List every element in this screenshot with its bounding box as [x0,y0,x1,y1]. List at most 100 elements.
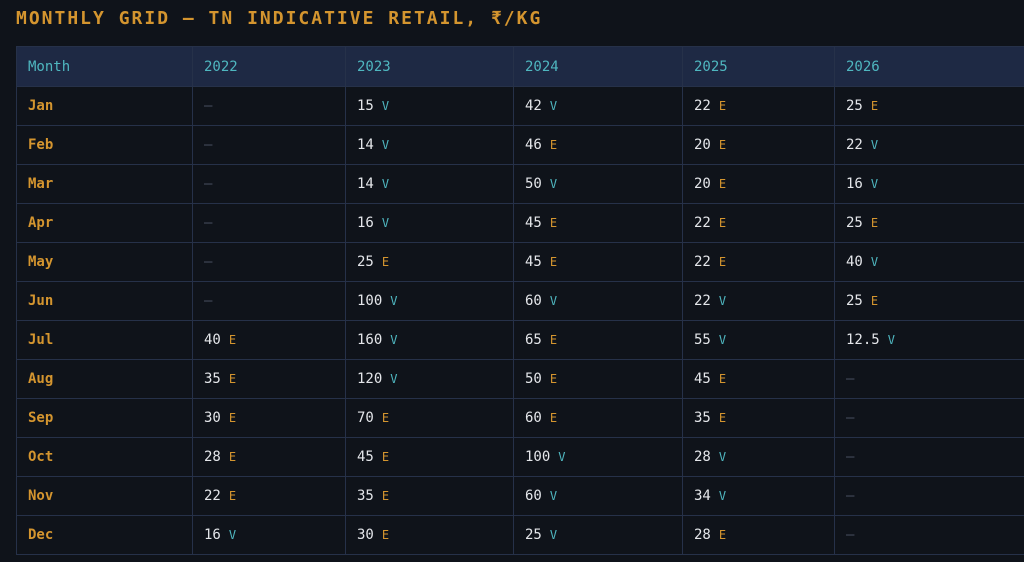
empty-cell: — [192,242,346,282]
price-value: 35 [357,488,374,504]
table-row: Nov 22 E 35 E 60 V 34 V — [16,476,1024,516]
price-flag: V [558,450,566,464]
price-cell: 20 E [682,164,835,204]
price-value: 160 [357,332,383,348]
header-row: Month 2022 2023 2024 2025 2026 [16,46,1024,87]
price-cell: 35 E [345,476,514,516]
price-flag: V [549,489,558,503]
price-cell: 35 E [682,398,835,438]
empty-cell: — [834,476,1024,516]
price-value: 22 [204,488,221,504]
price-flag: E [228,333,237,347]
price-value: 45 [525,254,542,270]
price-cell: 40 E [192,320,346,360]
price-flag: E [381,528,390,542]
price-value: 22 [694,293,711,309]
price-value: 55 [694,332,711,348]
price-value: 22 [694,215,711,231]
price-flag: V [549,528,558,542]
price-table: Month 2022 2023 2024 2025 2026 Jan —15 V 42 V 22 E 2… [16,46,1024,555]
price-value: 20 [694,137,711,153]
price-value: 25 [525,527,542,543]
empty-cell: — [834,515,1024,555]
price-value: 60 [525,293,542,309]
price-value: 46 [525,137,542,153]
price-value: 16 [846,176,863,192]
price-cell: 65 E [513,320,683,360]
price-cell: 22 V [682,281,835,321]
price-flag: V [549,99,558,113]
price-value: 100 [357,293,383,309]
price-flag: E [381,489,390,503]
price-flag: V [549,294,558,308]
empty-cell: — [834,398,1024,438]
price-flag: E [549,255,558,269]
empty-cell: — [192,125,346,165]
price-flag: E [381,450,390,464]
price-flag: E [870,294,879,308]
month-cell: May [16,242,193,282]
price-value: 100 [525,449,551,465]
price-value: 65 [525,332,542,348]
price-cell: 40 V [834,242,1024,282]
price-flag: V [718,294,727,308]
month-cell: Jun [16,281,193,321]
price-value: 40 [204,332,221,348]
month-cell: Oct [16,437,193,477]
empty-cell: — [192,281,346,321]
price-value: 34 [694,488,711,504]
price-cell: 55 V [682,320,835,360]
price-cell: 16 V [834,164,1024,204]
price-value: 25 [846,98,863,114]
price-value: 45 [357,449,374,465]
price-cell: 28 V [682,437,835,477]
price-cell: 28 E [192,437,346,477]
price-flag: V [381,99,390,113]
header-cell: 2025 [682,46,835,87]
month-cell: Mar [16,164,193,204]
price-value: 45 [694,371,711,387]
price-flag: V [381,216,390,230]
price-flag: V [228,528,237,542]
price-cell: 100 V [513,437,683,477]
price-cell: 25 E [345,242,514,282]
price-flag: E [549,333,558,347]
price-cell: 25 E [834,281,1024,321]
month-cell: Nov [16,476,193,516]
price-cell: 14 V [345,164,514,204]
table-row: Oct 28 E 45 E 100 V 28 V — [16,437,1024,477]
table-row: Sep 30 E 70 E 60 E 35 E — [16,398,1024,438]
header-cell: 2026 [834,46,1024,87]
table-row: Mar — 14 V 50 V 20 E 16 V [16,164,1024,204]
price-flag: V [390,333,398,347]
price-value: 28 [204,449,221,465]
price-flag: E [870,216,879,230]
price-value: 14 [357,137,374,153]
price-value: 14 [357,176,374,192]
price-cell: 100 V [345,281,514,321]
price-value: 35 [694,410,711,426]
price-flag: E [381,411,390,425]
month-cell: Dec [16,515,193,555]
price-cell: 16 V [192,515,346,555]
price-flag: V [870,255,879,269]
price-value: 22 [846,137,863,153]
price-value: 25 [357,254,374,270]
empty-cell: — [834,359,1024,399]
price-flag: E [381,255,390,269]
table-row: May — 25 E 45 E 22 E 40 V [16,242,1024,282]
price-cell: 35 E [192,359,346,399]
price-flag: E [549,372,558,386]
price-value: 120 [357,371,383,387]
price-flag: E [870,99,879,113]
price-cell: 34 V [682,476,835,516]
price-cell: 60 V [513,281,683,321]
price-cell: 14 V [345,125,514,165]
price-flag: E [718,528,727,542]
price-value: 28 [694,527,711,543]
price-flag: E [718,255,727,269]
price-value: 30 [357,527,374,543]
price-flag: E [549,411,558,425]
price-cell: 42 V [513,86,683,126]
price-value: 22 [694,254,711,270]
